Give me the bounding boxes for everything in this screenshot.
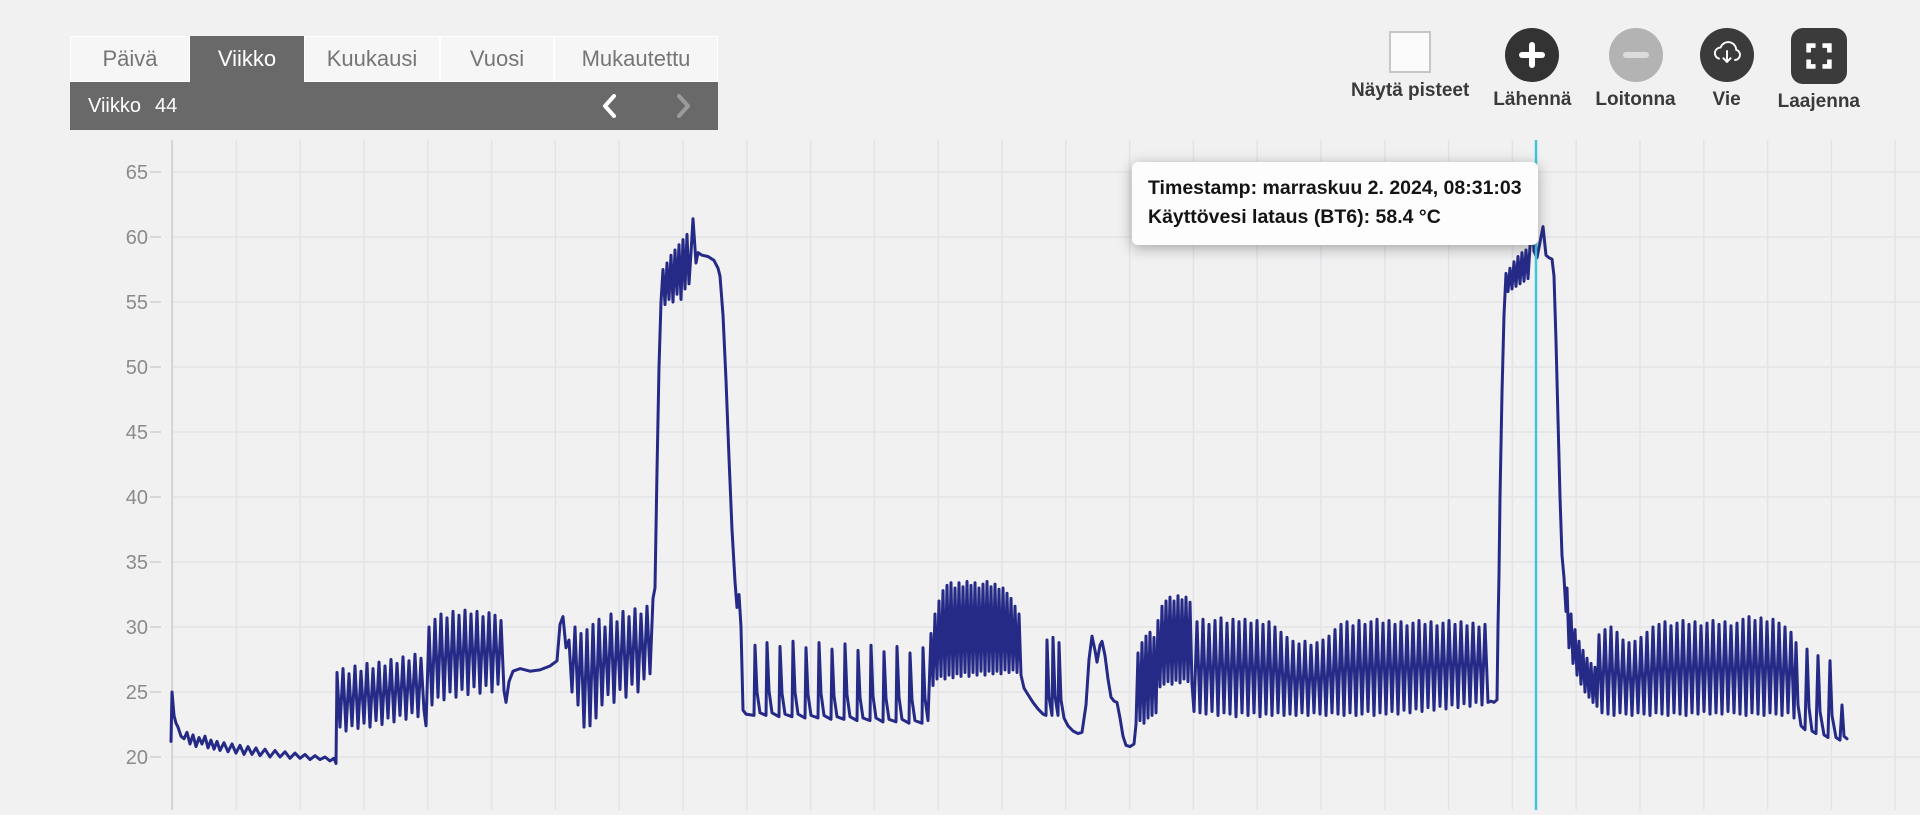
chevron-left-icon <box>602 94 616 118</box>
next-week-button[interactable] <box>666 82 700 130</box>
zoom-out-button[interactable]: Loitonna <box>1595 28 1676 111</box>
fullscreen-icon <box>1806 43 1832 69</box>
tab-vuosi[interactable]: Vuosi <box>440 36 554 82</box>
svg-text:25: 25 <box>126 682 148 704</box>
svg-text:55: 55 <box>126 292 148 314</box>
chart-tooltip: Timestamp: marraskuu 2. 2024, 08:31:03 K… <box>1132 162 1538 245</box>
show-points-checkbox[interactable] <box>1389 31 1432 73</box>
chart-toolbar: Näytä pisteet Lähennä Loitonna Vie <box>1351 28 1860 113</box>
export-label: Vie <box>1712 89 1741 110</box>
show-points-label: Näytä pisteet <box>1351 80 1470 101</box>
zoom-out-label: Loitonna <box>1595 89 1676 110</box>
svg-text:60: 60 <box>126 227 148 249</box>
svg-text:45: 45 <box>126 422 148 444</box>
previous-week-button[interactable] <box>592 82 626 130</box>
tab-kuukausi[interactable]: Kuukausi <box>304 36 440 82</box>
svg-text:40: 40 <box>126 487 148 509</box>
zoom-in-label: Lähennä <box>1493 89 1572 110</box>
tooltip-timestamp: Timestamp: marraskuu 2. 2024, 08:31:03 <box>1148 177 1522 199</box>
svg-text:20: 20 <box>126 747 148 769</box>
export-button[interactable]: Vie <box>1699 28 1754 111</box>
tooltip-value: Käyttövesi lataus (BT6): 58.4 °C <box>1148 206 1441 228</box>
minus-icon <box>1622 52 1649 58</box>
period-selector: Päivä Viikko Kuukausi Vuosi Mukautettu V… <box>70 36 718 130</box>
svg-text:50: 50 <box>126 357 148 379</box>
tab-paiva[interactable]: Päivä <box>70 36 190 82</box>
tab-viikko[interactable]: Viikko <box>217 46 277 71</box>
cloud-download-icon <box>1713 41 1741 63</box>
show-points-toggle[interactable]: Näytä pisteet <box>1351 28 1469 102</box>
tab-mukautettu[interactable]: Mukautettu <box>554 36 718 82</box>
plus-icon <box>1519 42 1546 68</box>
zoom-in-button[interactable]: Lähennä <box>1493 28 1571 111</box>
week-value: 44 <box>155 94 178 117</box>
svg-text:65: 65 <box>126 162 148 184</box>
expand-button[interactable]: Laajenna <box>1778 28 1860 113</box>
week-label: Viikko <box>88 94 141 117</box>
svg-text:35: 35 <box>126 552 148 574</box>
chevron-right-icon <box>676 94 690 118</box>
expand-label: Laajenna <box>1777 91 1860 112</box>
svg-text:30: 30 <box>126 617 148 639</box>
week-navigator: Viikko 44 <box>70 82 718 130</box>
period-tab-row: Päivä Viikko Kuukausi Vuosi Mukautettu <box>70 36 718 82</box>
